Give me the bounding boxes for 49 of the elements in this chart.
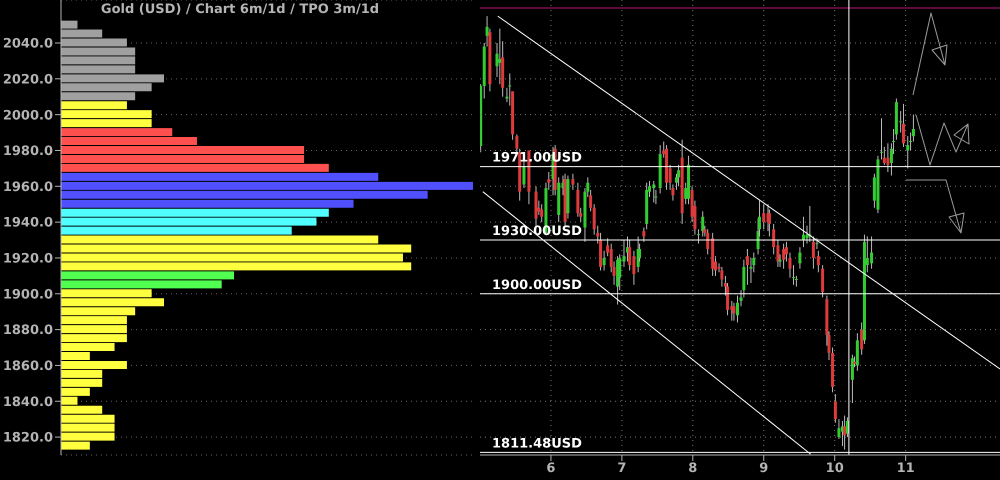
candlestick [602, 250, 606, 271]
y-tick-label: 2020.0 [2, 72, 53, 88]
candlestick [886, 142, 890, 172]
x-tick-label: 11 [896, 461, 915, 476]
candlestick [798, 246, 802, 270]
y-tick-label: 2000.0 [2, 108, 53, 124]
x-tick-label: 6 [546, 461, 556, 476]
candlestick [706, 228, 710, 255]
x-tick-label: 7 [617, 461, 626, 476]
y-tick-label: 1940.0 [2, 216, 53, 231]
candlestick [652, 180, 656, 203]
candlestick [812, 236, 815, 270]
candlestick [850, 354, 854, 404]
candlestick [576, 182, 580, 218]
candlestick [870, 236, 874, 270]
chart-title: Gold (USD) / Chart 6m/1d / TPO 3m/1d [100, 2, 380, 17]
candlestick [762, 204, 766, 230]
y-tick-label: 1900.0 [2, 287, 53, 302]
x-tick-label: 8 [688, 461, 698, 476]
candlestick [632, 250, 636, 286]
candlestick [821, 264, 824, 298]
ref-line-label: 1900.00USD [492, 278, 582, 293]
candlestick [814, 238, 819, 250]
ref-line-label: 1811.48USD [492, 436, 582, 452]
candlestick [677, 164, 680, 187]
y-tick-label: 1840.0 [2, 394, 53, 410]
candlestick [732, 302, 736, 322]
candlestick [628, 240, 632, 271]
y-tick-label: 1920.0 [2, 252, 53, 267]
candlestick [540, 204, 544, 223]
x-tick-label: 10 [826, 461, 844, 476]
candlestick [802, 216, 805, 248]
candlestick [834, 394, 837, 424]
candlestick [701, 210, 704, 237]
candlestick [843, 415, 846, 450]
candlestick [816, 250, 820, 273]
candlestick [782, 243, 786, 270]
candlestick [571, 173, 574, 190]
y-tick-label: 1860.0 [2, 359, 53, 374]
candlestick [906, 136, 910, 169]
candlestick [508, 72, 512, 106]
candlestick [902, 103, 905, 148]
y-tick-label: 1880.0 [2, 323, 53, 338]
y-tick-label: 1820.0 [2, 430, 53, 446]
y-tick-label: 1960.0 [2, 180, 53, 195]
x-tick-label: 9 [759, 461, 768, 476]
y-tick-label: 2040.0 [2, 36, 53, 52]
y-tick-label: 1980.0 [2, 144, 53, 160]
candlestick [547, 171, 550, 190]
